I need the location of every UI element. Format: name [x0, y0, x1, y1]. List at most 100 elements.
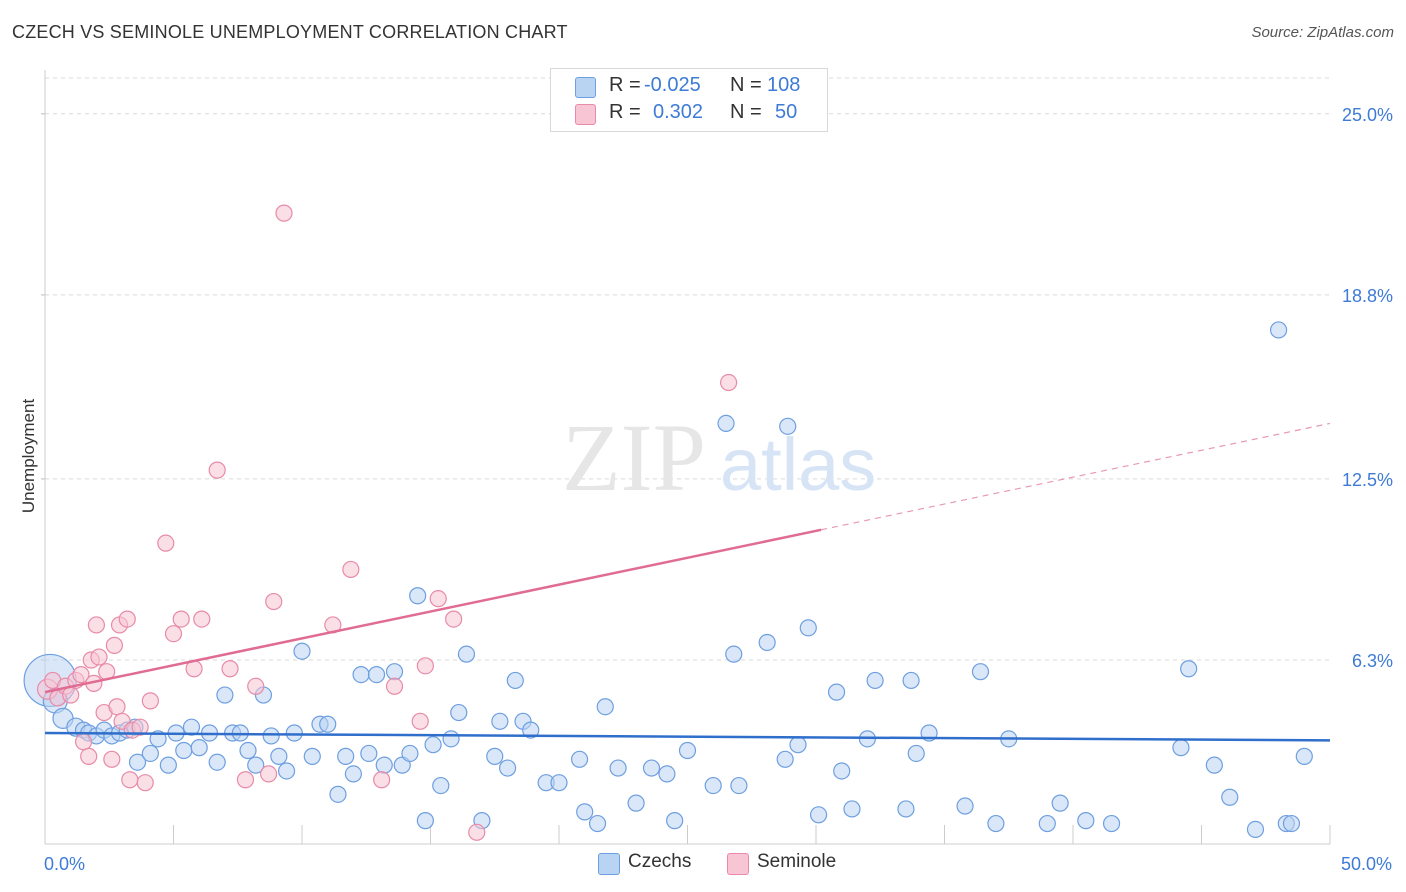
bottom-czechs-label: Czechs — [628, 851, 692, 872]
correlation-legend: R = -0.025 N = 108 R = 0.302 N = 50 — [550, 68, 828, 132]
czechs-point-40 — [360, 744, 378, 763]
czechs-point-59 — [522, 721, 540, 739]
seminole-point-27 — [164, 625, 183, 643]
czechs-point-49 — [432, 776, 450, 795]
czechs-point-95 — [1038, 814, 1056, 833]
czechs-point-87 — [897, 800, 915, 818]
czechs-point-39 — [352, 665, 370, 684]
seminole-n-label: N = — [730, 101, 762, 123]
bottom-legend-seminole: Seminole — [727, 851, 857, 877]
czechs-point-92 — [971, 663, 990, 681]
czechs-point-48 — [424, 736, 442, 754]
seminole-swatch — [575, 104, 596, 125]
czechs-point-55 — [491, 712, 509, 730]
seminole-point-39 — [342, 560, 360, 579]
axes — [41, 70, 1331, 845]
chart-title: CZECH VS SEMINOLE UNEMPLOYMENT CORRELATI… — [12, 22, 568, 42]
czechs-point-25 — [239, 741, 257, 760]
czechs-point-29 — [270, 747, 288, 765]
czechs-point-56 — [499, 759, 517, 777]
czechs-point-71 — [678, 741, 697, 760]
czechs-point-22 — [216, 686, 234, 704]
bottom-legend-czechs: Czechs — [598, 851, 708, 877]
czechs-point-62 — [570, 750, 589, 768]
seminole-r-label: R = — [609, 101, 641, 123]
czechs-point-37 — [337, 747, 355, 765]
seminole-point-23 — [131, 718, 149, 736]
czechs-point-54 — [486, 747, 504, 765]
czechs-point-51 — [450, 703, 468, 722]
czechs-point-18 — [182, 718, 201, 736]
seminole-point-47 — [720, 373, 738, 392]
seminole-point-8 — [80, 747, 98, 765]
czechs-point-15 — [159, 756, 177, 774]
seminole-trend-line — [44, 528, 822, 694]
seminole-point-40 — [373, 771, 391, 789]
czechs-point-52 — [457, 645, 476, 663]
czechs-point-28 — [262, 727, 280, 745]
czechs-point-73 — [717, 414, 735, 433]
czechs-point-82 — [827, 683, 846, 701]
czechs-point-42 — [375, 756, 393, 774]
czechs-point-36 — [329, 785, 347, 803]
czechs-point-38 — [344, 765, 362, 783]
czechs-point-19 — [190, 739, 208, 757]
czechs-point-78 — [779, 417, 797, 435]
seminole-point-41 — [385, 677, 404, 695]
czechs-point-66 — [609, 759, 627, 777]
czechs-point-63 — [576, 803, 594, 821]
czechs-point-86 — [866, 671, 884, 690]
czechs-point-102 — [1221, 788, 1239, 806]
bottom-seminole-swatch — [727, 853, 749, 875]
czechs-swatch — [575, 77, 596, 98]
y-tick-label-1: 12.5% — [1342, 470, 1393, 490]
czechs-n-value: 108 — [767, 74, 801, 96]
czechs-point-21 — [208, 753, 226, 771]
czechs-point-65 — [596, 698, 614, 716]
czechs-point-74 — [725, 645, 743, 663]
czechs-point-80 — [799, 619, 817, 637]
czechs-point-43 — [385, 663, 404, 681]
watermark-zip: ZIP — [562, 404, 706, 511]
data-points — [23, 204, 1313, 841]
czechs-point-83 — [833, 762, 851, 780]
seminole-point-32 — [221, 660, 239, 678]
czechs-point-77 — [776, 750, 794, 768]
seminole-point-42 — [411, 712, 429, 730]
czechs-point-41 — [367, 665, 386, 684]
seminole-r-value: 0.302 — [653, 101, 704, 123]
czechs-point-98 — [1102, 814, 1121, 833]
x-tick-label-0: 0.0% — [44, 854, 85, 874]
seminole-point-24 — [136, 774, 154, 792]
czechs-point-68 — [642, 759, 661, 777]
czechs-point-45 — [401, 744, 419, 763]
seminole-point-15 — [103, 750, 121, 768]
czechs-point-79 — [789, 736, 807, 754]
czechs-point-30 — [277, 762, 296, 780]
seminole-point-44 — [429, 590, 447, 608]
czechs-point-64 — [588, 814, 607, 833]
seminole-point-7 — [74, 733, 93, 751]
czechs-point-107 — [1295, 747, 1313, 765]
seminole-trend-extension — [821, 422, 1331, 531]
seminole-n-value: 50 — [775, 101, 798, 123]
czechs-r-label: R = — [609, 74, 641, 96]
seminole-point-36 — [265, 592, 283, 611]
czechs-point-75 — [730, 776, 748, 795]
seminole-point-34 — [247, 677, 265, 695]
czechs-point-33 — [303, 747, 321, 765]
y-tick-label-0: 6.3% — [1352, 651, 1393, 671]
czechs-point-93 — [987, 814, 1005, 833]
czechs-point-101 — [1205, 756, 1223, 774]
y-tick-label-3: 25.0% — [1342, 105, 1393, 125]
czechs-point-12 — [128, 753, 147, 771]
seminole-point-45 — [445, 610, 463, 628]
seminole-point-11 — [87, 616, 106, 634]
czechs-point-31 — [285, 724, 303, 742]
czechs-point-70 — [666, 812, 684, 830]
seminole-point-21 — [121, 771, 139, 789]
seminole-point-46 — [468, 823, 486, 841]
source-label: Source: ZipAtlas.com — [1251, 24, 1394, 41]
seminole-point-37 — [275, 204, 293, 222]
